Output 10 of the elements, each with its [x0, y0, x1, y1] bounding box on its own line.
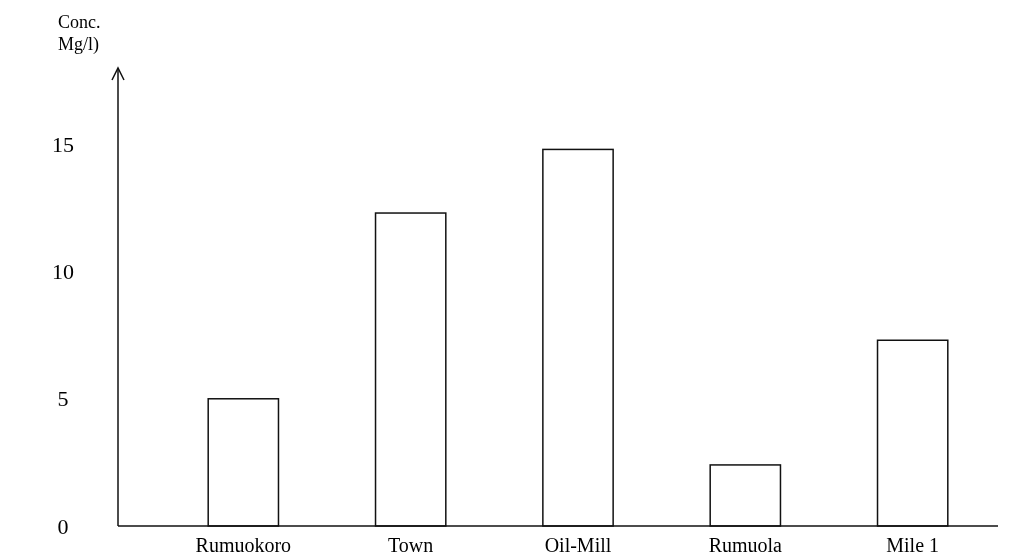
y-axis-title: Conc. Mg/l) — [58, 12, 101, 55]
x-tick-label: Mile 1 — [886, 534, 940, 556]
x-tick-label: Rumuola — [708, 534, 783, 556]
x-tick-label: Oil-Mill — [544, 534, 612, 556]
x-tick-label: Town — [388, 534, 434, 556]
y-tick-label: 0 — [57, 513, 69, 539]
y-tick-label: 5 — [57, 386, 69, 412]
y-tick-label: 10 — [52, 259, 74, 285]
y-tick-label: 15 — [52, 132, 74, 158]
x-tick-label: Rumuokoro — [195, 534, 292, 556]
